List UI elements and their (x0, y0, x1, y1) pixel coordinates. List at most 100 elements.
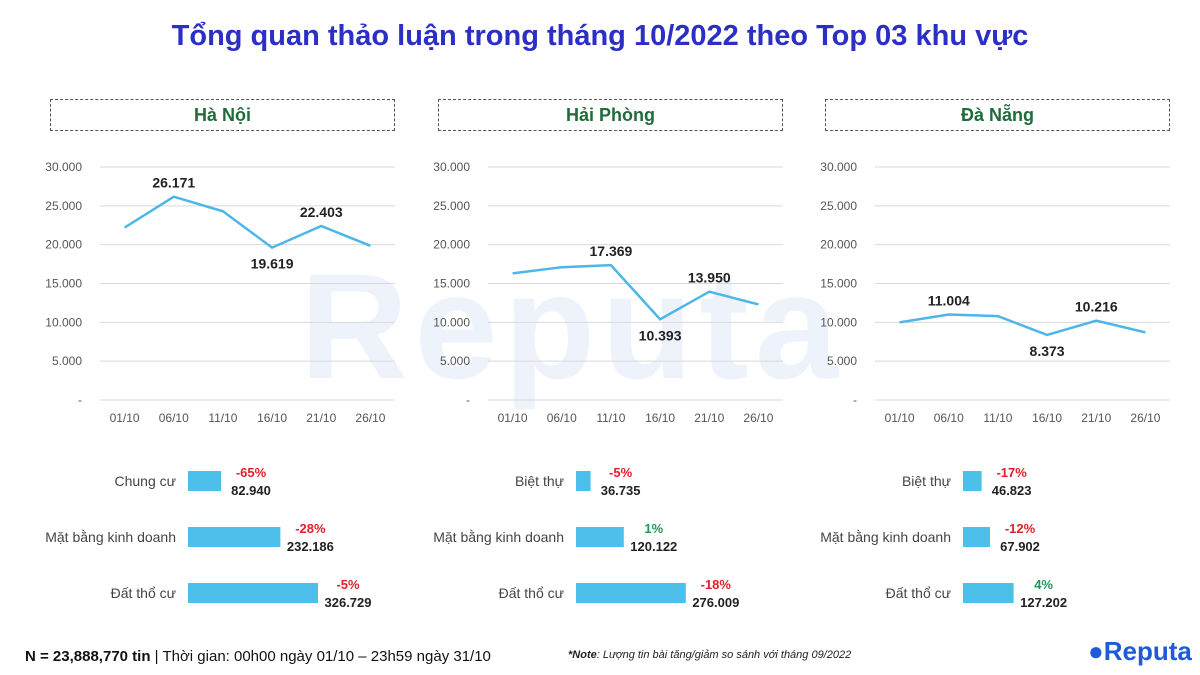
data-label: 11.004 (928, 293, 970, 309)
bar (188, 527, 281, 547)
panel-ha-noi: Hà Nội - 5.000 10.000 15.000 20.000 25.000 30.… (45, 0, 430, 675)
value-label: 67.902 (1000, 539, 1040, 554)
y-tick-label: 15.000 (820, 277, 857, 291)
data-label: 13.950 (688, 270, 731, 286)
bar (963, 583, 1014, 603)
data-label: 10.393 (639, 327, 682, 343)
category-label: Chung cư (114, 473, 176, 489)
region-title-da-nang: Đà Nẵng (825, 99, 1170, 131)
page-title: Tổng quan thảo luận trong tháng 10/2022 … (171, 20, 1029, 52)
x-tick-label: 11/10 (596, 411, 625, 425)
category-label: Biệt thự (515, 473, 564, 489)
logo-dot-icon: ● (1088, 636, 1104, 666)
change-label: 4% (1034, 577, 1053, 592)
series-line (899, 313, 1146, 337)
footer-period: | Thời gian: 00h00 ngày 01/10 – 23h59 ng… (150, 648, 491, 665)
x-tick-label: 16/10 (645, 411, 675, 425)
value-label: 36.735 (601, 483, 641, 498)
y-tick-label: 20.000 (433, 238, 470, 252)
y-tick-label: 15.000 (433, 277, 470, 291)
reputa-logo: ●Reputa (1088, 636, 1192, 667)
y-tick-label: 10.000 (45, 315, 82, 329)
x-tick-label: 06/10 (547, 411, 577, 425)
y-tick-label: 30.000 (820, 160, 857, 174)
region-title-hai-phong: Hải Phòng (438, 99, 783, 131)
data-label: 26.171 (152, 175, 195, 191)
category-label: Đất thổ cư (111, 585, 176, 601)
x-tick-label: 16/10 (257, 411, 287, 425)
value-label: 276.009 (692, 595, 739, 610)
value-label: 127.202 (1020, 595, 1067, 610)
x-tick-label: 01/10 (885, 411, 915, 425)
x-tick-label: 11/10 (983, 411, 1012, 425)
y-tick-label: 5.000 (440, 354, 470, 368)
watermark: Reputa (300, 242, 845, 410)
y-tick-label: - (853, 393, 857, 407)
x-tick-label: 21/10 (1081, 411, 1111, 425)
bar-chart-da-nang: Biệt thự -17% 46.823 Mặt bằng kinh doanh -12… (820, 465, 1067, 610)
data-label: 8.373 (1030, 343, 1065, 359)
x-tick-label: 21/10 (694, 411, 724, 425)
footer-note: *Note: Lượng tin bài tăng/giảm so sánh v… (568, 649, 851, 661)
x-tick-label: 26/10 (743, 411, 773, 425)
bar (188, 471, 222, 491)
data-label: 19.619 (251, 256, 294, 272)
y-tick-label: 25.000 (45, 199, 82, 213)
change-label: -28% (295, 521, 326, 536)
bar (576, 583, 686, 603)
change-label: -5% (609, 465, 633, 480)
y-tick-label: 5.000 (827, 354, 857, 368)
x-tick-label: 01/10 (498, 411, 528, 425)
change-label: -5% (336, 577, 360, 592)
x-tick-label: 16/10 (1032, 411, 1062, 425)
series-line (123, 195, 371, 250)
category-label: Mặt bằng kinh doanh (45, 529, 176, 545)
line-chart-da-nang: - 5.000 10.000 15.000 20.000 25.000 30.000 01/1… (820, 160, 1170, 425)
y-tick-label: 25.000 (820, 199, 857, 213)
value-label: 82.940 (231, 483, 271, 498)
x-tick-label: 26/10 (1130, 411, 1160, 425)
y-tick-label: - (78, 393, 82, 407)
x-tick-label: 26/10 (355, 411, 385, 425)
y-tick-label: 20.000 (45, 238, 82, 252)
value-label: 232.186 (287, 539, 334, 554)
category-label: Mặt bằng kinh doanh (433, 529, 564, 545)
y-tick-label: 30.000 (433, 160, 470, 174)
y-tick-label: 20.000 (820, 238, 857, 252)
data-label: 22.403 (300, 204, 343, 220)
logo-text: Reputa (1103, 636, 1192, 666)
x-tick-label: 01/10 (110, 411, 140, 425)
bar (188, 583, 318, 603)
bar (576, 471, 591, 491)
x-tick-label: 11/10 (208, 411, 237, 425)
footer-sample-size: N = 23,888,770 tin | Thời gian: 00h00 ng… (25, 648, 491, 665)
y-tick-label: 30.000 (45, 160, 82, 174)
data-label: 17.369 (590, 243, 633, 259)
y-tick-label: 25.000 (433, 199, 470, 213)
panel-hai-phong: Hải Phòng - 5.000 10.000 15.000 20.000 25.000… (433, 0, 818, 675)
y-tick-label: 15.000 (45, 277, 82, 291)
series-line (512, 263, 759, 321)
category-label: Biệt thự (902, 473, 951, 489)
category-label: Đất thổ cư (499, 585, 564, 601)
value-label: 326.729 (325, 595, 372, 610)
change-label: -65% (236, 465, 267, 480)
bar-chart-ha-noi: Chung cư -65% 82.940 Mặt bằng kinh doanh -28… (45, 465, 372, 610)
footer-note-text: : Lượng tin bài tăng/giảm so sánh với th… (596, 649, 852, 661)
data-label: 10.216 (1075, 299, 1118, 315)
x-tick-label: 21/10 (306, 411, 336, 425)
y-tick-label: 10.000 (820, 315, 857, 329)
change-label: 1% (644, 521, 663, 536)
footer-note-label: *Note (568, 649, 597, 661)
bar (963, 527, 991, 547)
footer-n-label: N = 23,888,770 tin (25, 648, 151, 665)
line-chart-hai-phong: - 5.000 10.000 15.000 20.000 25.000 30.000 01/1… (433, 160, 783, 425)
category-label: Đất thổ cư (886, 585, 951, 601)
bar-chart-hai-phong: Biệt thự -5% 36.735 Mặt bằng kinh doanh 1% 12… (433, 465, 739, 610)
value-label: 120.122 (630, 539, 677, 554)
y-tick-label: - (466, 393, 470, 407)
value-label: 46.823 (992, 483, 1032, 498)
bar (576, 527, 624, 547)
region-title-ha-noi: Hà Nội (50, 99, 395, 131)
change-label: -17% (996, 465, 1027, 480)
